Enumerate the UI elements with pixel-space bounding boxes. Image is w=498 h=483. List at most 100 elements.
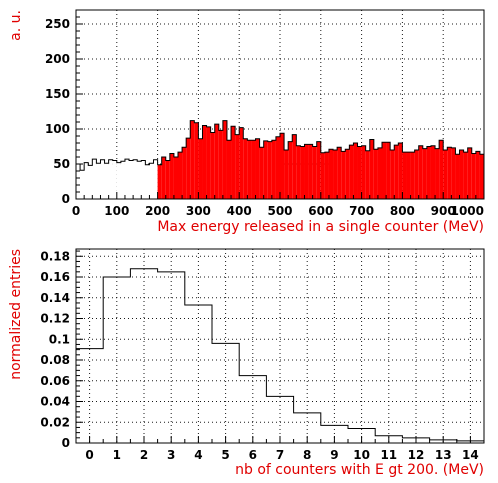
energy-bin-bar [194, 122, 199, 199]
energy-bin-bar [422, 148, 427, 199]
energy-bin-bar [92, 159, 97, 199]
energy-bin-bar [88, 165, 93, 199]
energy-x-tick-label: 800 [390, 204, 415, 218]
energy-bin-bar [337, 147, 342, 199]
multiplicity-y-tick-label: 0.08 [40, 353, 70, 367]
energy-bin-bar [398, 143, 403, 199]
energy-x-tick-label: 400 [227, 204, 252, 218]
multiplicity-x-tick-label: 8 [303, 448, 311, 462]
energy-histogram-y-axis-title: a. u. [8, 10, 24, 41]
energy-bin-bar [112, 160, 117, 199]
energy-x-tick-label: 200 [145, 204, 170, 218]
energy-bin-bar [406, 152, 411, 199]
energy-bin-bar [186, 138, 191, 199]
multiplicity-y-tick-label: 0.16 [40, 270, 70, 284]
counter-multiplicity-panel: 0 1 2 3 4 5 6 7 8 9 10 11 12 13 1400.020.040.060.080.1… [8, 248, 485, 478]
multiplicity-y-tick-label: 0.12 [40, 312, 70, 326]
energy-bin-bar [357, 146, 362, 199]
energy-bin-bar [284, 150, 289, 199]
energy-bin-bar [373, 149, 378, 199]
energy-bin-bar [455, 154, 460, 199]
energy-bin-bar [304, 144, 309, 199]
energy-bin-bar [267, 141, 272, 199]
energy-bin-bar [275, 136, 280, 199]
energy-bin-bar [218, 130, 223, 199]
multiplicity-x-tick-label: 7 [276, 448, 284, 462]
energy-bin-bar [210, 132, 215, 199]
energy-bin-bar [333, 150, 338, 199]
energy-bin-bar [153, 159, 158, 199]
energy-bin-bar [104, 163, 109, 199]
energy-bin-bar [80, 170, 85, 199]
energy-y-tick-label: 50 [53, 157, 70, 171]
energy-bin-bar [76, 164, 81, 199]
energy-y-tick-label: 150 [45, 87, 70, 101]
energy-y-tick-label: 100 [45, 122, 70, 136]
multiplicity-y-tick-label: 0.06 [40, 374, 70, 388]
energy-bin-bar [120, 161, 125, 199]
energy-bin-bar [149, 163, 154, 199]
energy-bin-bar [96, 163, 101, 199]
energy-bin-bar [263, 140, 268, 199]
energy-bin-bar [410, 152, 415, 199]
energy-bin-bar [443, 150, 448, 199]
energy-x-tick-label: 600 [308, 204, 333, 218]
energy-bin-bar [214, 124, 219, 199]
energy-bin-bar [198, 138, 203, 199]
energy-bin-bar [288, 141, 293, 199]
energy-bin-bar [108, 159, 113, 199]
energy-bin-bar [116, 162, 121, 199]
multiplicity-y-tick-label: 0 [62, 436, 70, 450]
energy-x-tick-label: 500 [267, 204, 292, 218]
multiplicity-y-tick-label: 0.18 [40, 249, 70, 263]
energy-bin-bar [349, 145, 354, 199]
energy-bin-bar [165, 160, 170, 199]
energy-bin-bar [430, 145, 436, 199]
multiplicity-x-tick-label: 1 [113, 448, 121, 462]
multiplicity-x-tick-label: 10 [353, 448, 370, 462]
energy-bin-bar [190, 120, 195, 199]
energy-bin-bar [206, 126, 211, 199]
energy-bin-bar [202, 125, 207, 199]
energy-bin-bar [169, 153, 174, 199]
energy-bin-bar [328, 149, 334, 199]
energy-histogram-bars [76, 120, 484, 199]
energy-bin-bar [386, 142, 391, 199]
multiplicity-x-tick-label: 2 [140, 448, 148, 462]
counter-multiplicity-outline [75, 268, 485, 443]
counter-multiplicity-y-axis-title: normalized entries [8, 249, 24, 380]
energy-x-tick-label: 300 [186, 204, 211, 218]
energy-bin-bar [255, 138, 260, 199]
energy-bin-bar [316, 141, 321, 199]
counter-multiplicity-ticks: 0 1 2 3 4 5 6 7 8 9 10 11 12 13 1400.020.040.060.080.1… [40, 249, 478, 462]
multiplicity-x-tick-label: 4 [194, 448, 202, 462]
energy-bin-bar [308, 144, 313, 199]
energy-bin-bar [361, 145, 366, 199]
counter-multiplicity-grid [76, 249, 484, 443]
energy-bin-bar [369, 139, 374, 199]
multiplicity-x-tick-label: 13 [435, 448, 452, 462]
energy-bin-bar [243, 138, 248, 199]
energy-bin-bar [231, 126, 236, 199]
multiplicity-y-tick-label: 0.14 [40, 291, 70, 305]
energy-bin-bar [467, 147, 472, 199]
energy-bin-bar [365, 150, 370, 199]
multiplicity-x-tick-label: 6 [249, 448, 257, 462]
energy-bin-bar [84, 162, 89, 199]
energy-bin-bar [447, 147, 452, 199]
energy-bin-bar [137, 161, 142, 199]
energy-bin-bar [382, 142, 387, 199]
multiplicity-y-tick-label: 0.02 [40, 415, 70, 429]
energy-bin-bar [300, 146, 305, 199]
counter-multiplicity-x-axis-title: nb of counters with E gt 200. (MeV) [235, 462, 484, 478]
energy-histogram-x-axis-title: Max energy released in a single counter … [157, 219, 484, 235]
multiplicity-x-tick-label: 14 [462, 448, 479, 462]
energy-bin-bar [418, 145, 423, 199]
energy-bin-bar [173, 157, 178, 199]
energy-histogram-outline [75, 120, 485, 199]
energy-x-tick-label: 100 [104, 204, 129, 218]
energy-x-tick-label: 0 [72, 204, 80, 218]
energy-bin-bar [390, 150, 395, 199]
energy-x-tick-label: 1000 [451, 204, 484, 218]
energy-bin-bar [426, 146, 431, 199]
